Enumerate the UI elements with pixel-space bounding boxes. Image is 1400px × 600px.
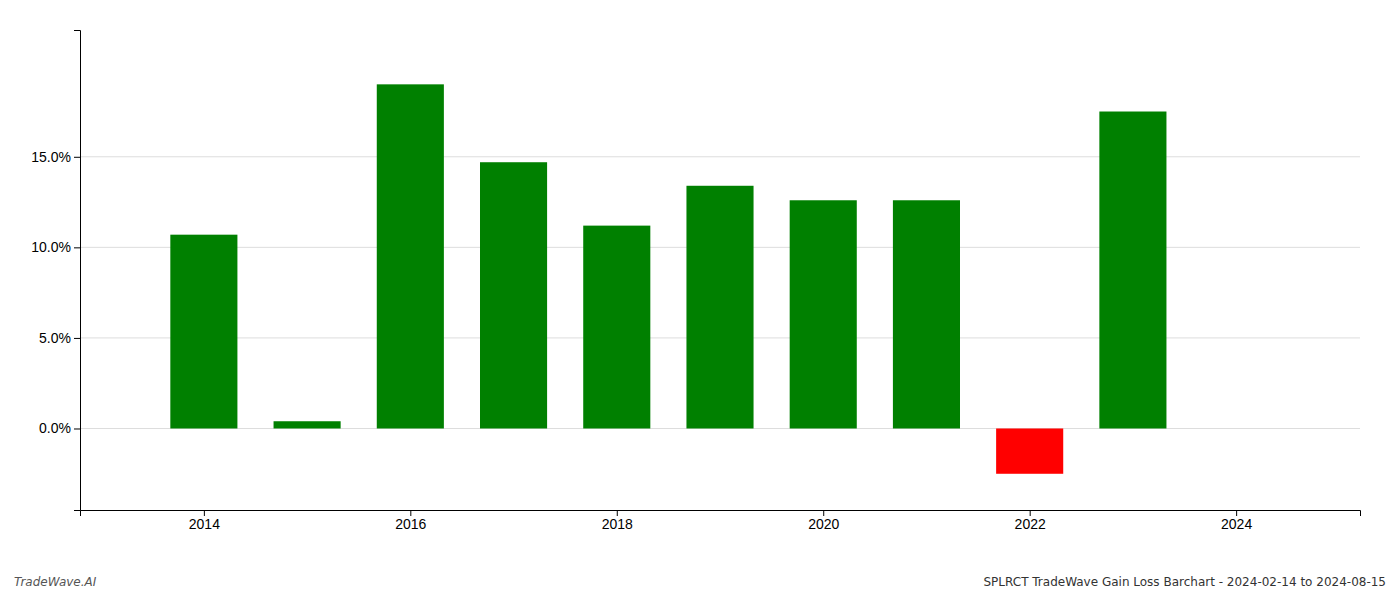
x-tick: 2014	[189, 510, 220, 532]
x-tick-label: 2022	[1015, 516, 1046, 532]
plot: 0.0%5.0%10.0%15.0%2014201620182020202220…	[31, 31, 1360, 532]
y-axis-line	[74, 31, 81, 511]
bar	[377, 84, 444, 428]
y-tick-label: 5.0%	[39, 330, 71, 346]
y-axis: 0.0% 5.0% 10.0% 15.0%	[31, 31, 80, 511]
x-tick-label: 2024	[1221, 516, 1252, 532]
grid	[80, 157, 1360, 429]
y-tick-mark	[74, 157, 80, 158]
x-tick: 2024	[1221, 510, 1252, 532]
y-tick: 0.0%	[39, 420, 80, 436]
bar	[790, 200, 857, 428]
x-axis-line	[81, 511, 1361, 517]
y-tick-mark	[74, 428, 80, 429]
bar	[893, 200, 960, 428]
bar	[583, 226, 650, 429]
y-tick-label: 0.0%	[39, 420, 71, 436]
chart: 0.0%5.0%10.0%15.0%2014201620182020202220…	[0, 0, 1400, 600]
title: SPLRCT TradeWave Gain Loss Barchart - 20…	[983, 575, 1386, 589]
x-tick: 2016	[395, 510, 426, 532]
x-axis: 2014 2016 2018 2020 2022 2024	[81, 510, 1361, 532]
x-tick-label: 2016	[395, 516, 426, 532]
bar	[274, 421, 341, 428]
bar	[480, 162, 547, 428]
bar	[1099, 112, 1166, 429]
y-tick-label: 10.0%	[31, 239, 71, 255]
x-tick: 2022	[1015, 510, 1046, 532]
y-tick-mark	[74, 247, 80, 248]
y-tick: 5.0%	[39, 330, 80, 346]
x-tick-label: 2020	[808, 516, 839, 532]
x-tick-label: 2018	[602, 516, 633, 532]
watermark: TradeWave.AI	[14, 575, 97, 589]
y-tick: 10.0%	[31, 239, 80, 255]
y-tick-label: 15.0%	[31, 149, 71, 165]
y-tick: 15.0%	[31, 149, 80, 165]
grid-line	[80, 156, 1360, 157]
y-tick-mark	[74, 338, 80, 339]
x-tick: 2018	[602, 510, 633, 532]
x-tick-label: 2014	[189, 516, 220, 532]
bar	[686, 186, 753, 429]
x-tick: 2020	[808, 510, 839, 532]
bar	[170, 235, 237, 429]
bars	[170, 84, 1166, 473]
bar	[996, 428, 1063, 473]
